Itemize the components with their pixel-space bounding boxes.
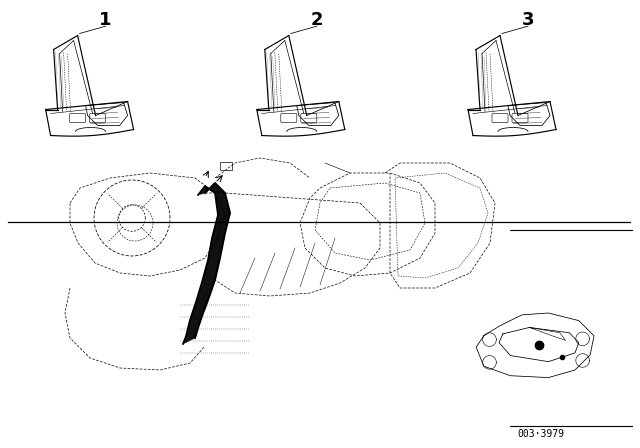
Text: 2: 2 [310, 11, 323, 29]
Bar [220, 162, 232, 170]
Text: 003·3979: 003·3979 [517, 429, 564, 439]
Text: 1: 1 [99, 11, 112, 29]
Polygon shape [183, 183, 230, 344]
Text: 3: 3 [522, 11, 534, 29]
